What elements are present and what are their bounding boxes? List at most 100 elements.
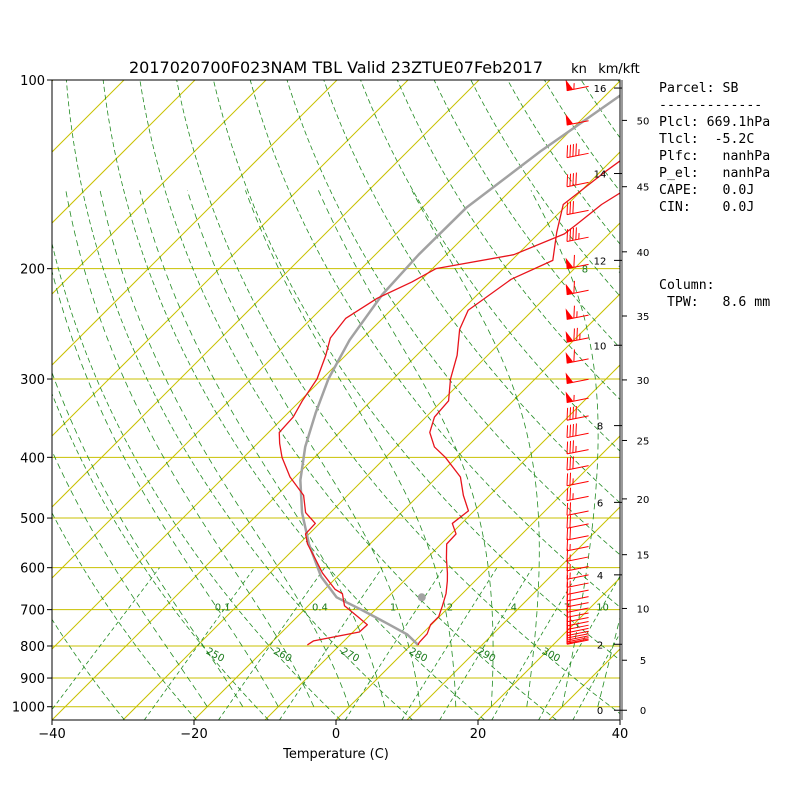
mixing-ratio-label: 12 — [618, 265, 631, 276]
barb-staff — [566, 432, 589, 439]
barb-full — [572, 173, 574, 186]
barb-full — [569, 502, 572, 515]
barb-full — [566, 202, 569, 215]
barb-full — [572, 227, 574, 241]
barb-full — [572, 144, 574, 157]
dewpoint-profile — [278, 192, 620, 646]
kft-tick-label: 45 — [637, 183, 650, 194]
dry-adiabat — [213, 80, 620, 661]
mixing-ratio-label: 0.1 — [215, 603, 231, 614]
moist-adiabat — [65, 190, 315, 707]
panel-line: Plcl: 669.1hPa — [659, 115, 771, 130]
barb-full — [566, 631, 569, 645]
pressure-tick-label: 900 — [20, 672, 45, 687]
isotherm — [406, 506, 620, 720]
kft-tick-label: 20 — [637, 495, 650, 506]
dry-adiabat — [52, 512, 197, 720]
km-tick-label: 2 — [597, 640, 603, 651]
panel-line: ------------- — [659, 98, 763, 113]
height-units-label: km/kft — [598, 62, 640, 77]
dry-adiabat — [249, 80, 620, 608]
kft-tick-label: 5 — [640, 656, 646, 667]
dry-adiabat-label: 280 — [407, 646, 429, 665]
barb-full — [572, 424, 574, 437]
barb-staff — [566, 582, 589, 588]
barb-staff — [566, 638, 589, 644]
dry-adiabat-label: 300 — [540, 646, 562, 665]
pressure-tick-label: 300 — [20, 373, 45, 388]
moist-adiabat — [186, 190, 421, 707]
barb-flag — [565, 331, 574, 343]
wind-barb — [566, 515, 589, 529]
moist-adiabat — [52, 449, 208, 707]
barb-full — [566, 425, 569, 438]
moist-adiabat — [597, 615, 620, 707]
dry-adiabat — [433, 80, 620, 349]
panel-line: Parcel: SB — [659, 81, 739, 96]
isotherm — [264, 364, 620, 720]
wind-barb — [566, 143, 589, 159]
wind-barb — [566, 527, 589, 541]
barb-staff — [566, 589, 589, 595]
height-axis: 0 2 4 6 8 10 12 14 16 0 5 10 15 20 25 30 35 40 45 50 — [594, 80, 650, 720]
barb-staff — [566, 639, 589, 645]
barb-full — [569, 456, 572, 470]
wind-barb — [566, 472, 589, 487]
barb-full — [575, 406, 577, 419]
isotherm — [52, 80, 338, 366]
km-tick-label: 6 — [597, 498, 603, 509]
moist-adiabat — [411, 190, 540, 707]
barb-full — [566, 441, 569, 454]
x-tick-label: 0 — [332, 727, 340, 742]
barb-full — [572, 440, 574, 453]
km-tick-label: 0 — [597, 706, 603, 717]
barb-full — [575, 423, 577, 436]
moist-adiabat — [52, 371, 244, 707]
wind-barb — [566, 172, 589, 188]
mixing-ratio-label: 10 — [596, 603, 609, 614]
barb-full — [569, 424, 572, 438]
barb-staff — [566, 465, 589, 471]
barb-full — [566, 174, 569, 187]
wind-barb — [566, 406, 589, 421]
wind-barb — [566, 631, 589, 645]
wind-barb — [566, 201, 589, 216]
panel-line: Column: — [659, 278, 715, 293]
kft-tick-label: 25 — [637, 436, 650, 447]
panel-line: Plfc: nanhPa — [659, 149, 771, 164]
isotherm — [52, 80, 267, 295]
barb-staff — [566, 181, 589, 188]
barb-staff — [566, 152, 589, 159]
isotherm — [52, 80, 620, 650]
background-lines: 25026027028029030081216202428320.10.4124… — [52, 80, 800, 720]
km-tick-label: 16 — [594, 84, 607, 95]
barb-flag — [565, 283, 574, 295]
barb-full — [575, 227, 577, 240]
barb-full — [566, 229, 569, 242]
barb-full — [573, 349, 575, 362]
barb-staff — [566, 535, 589, 541]
barb-staff — [566, 546, 589, 552]
barb-staff — [566, 415, 589, 421]
dry-adiabat — [765, 80, 800, 720]
barb-full — [569, 201, 572, 215]
isotherm — [52, 80, 125, 153]
dry-adiabat-label: 260 — [271, 646, 293, 665]
barb-full — [569, 440, 572, 454]
wind-barb — [565, 372, 589, 385]
wind-barb — [565, 280, 589, 296]
barb-full — [569, 173, 572, 187]
barb-flag — [565, 352, 574, 364]
dry-adiabat — [139, 80, 557, 720]
barb-full — [575, 172, 577, 185]
barb-full — [566, 527, 569, 541]
barb-full — [566, 538, 569, 551]
barb-full — [573, 280, 575, 294]
wind-barb — [565, 254, 589, 270]
temperature-profile — [417, 160, 620, 646]
panel-line: CIN: 0.0J — [659, 200, 755, 215]
km-tick-label: 12 — [594, 256, 607, 267]
barb-staff — [566, 556, 589, 562]
panel-line: Tlcl: -5.2C — [659, 132, 755, 147]
dry-adiabat — [52, 241, 341, 720]
